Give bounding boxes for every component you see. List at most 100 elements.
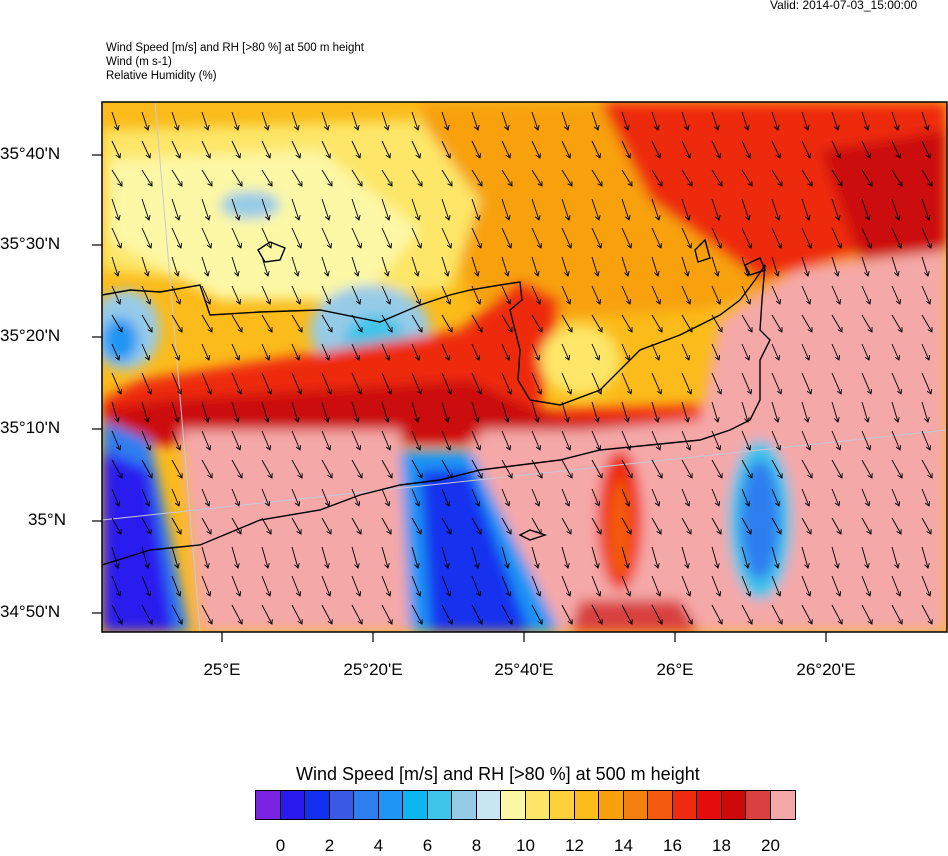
wind-arrow	[771, 256, 778, 276]
wind-arrow	[831, 575, 840, 596]
wind-arrow	[501, 459, 512, 478]
wind-arrow	[861, 575, 870, 596]
wind-arrow	[621, 401, 628, 422]
wind-arrow	[621, 227, 631, 248]
wind-arrow	[471, 372, 481, 394]
wind-arrow	[801, 604, 812, 624]
wind-arrow	[141, 198, 149, 220]
wind-arrow	[771, 546, 778, 568]
wind-arrow	[141, 343, 149, 360]
wind-arrow	[141, 517, 151, 534]
wind-arrow	[381, 198, 389, 220]
wind-arrow	[681, 169, 692, 186]
wind-arrow	[801, 169, 812, 186]
colorbar-swatch	[305, 791, 330, 819]
wind-arrow	[651, 140, 660, 158]
wind-arrow	[771, 343, 779, 360]
wind-arrow	[891, 401, 898, 422]
wind-arrow	[231, 459, 242, 478]
wind-arrow	[291, 343, 299, 360]
wind-arrow	[441, 198, 449, 220]
wind-arrow	[291, 198, 299, 220]
wind-arrow	[801, 140, 810, 158]
colorbar-swatch	[574, 791, 599, 819]
wind-arrow	[861, 285, 870, 304]
wind-arrow	[201, 140, 210, 158]
wind-arrow	[441, 401, 448, 422]
wind-arrow	[141, 285, 150, 304]
colorbar-title: Wind Speed [m/s] and RH [>80 %] at 500 m…	[296, 764, 700, 784]
wind-arrow	[801, 285, 810, 304]
wind-arrow	[861, 343, 869, 360]
wind-arrow	[861, 546, 868, 568]
colorbar	[255, 790, 796, 820]
wind-arrow	[561, 575, 570, 596]
wind-arrow	[531, 169, 542, 186]
wind-arrow	[321, 314, 332, 332]
wind-arrow	[921, 517, 931, 534]
wind-arrow	[711, 401, 718, 422]
wind-arrow	[711, 140, 720, 158]
wind-arrow	[861, 227, 871, 248]
wind-arrow	[831, 430, 840, 450]
wind-arrow	[591, 488, 599, 506]
wind-arrow	[531, 111, 538, 130]
wind-arrow	[171, 430, 180, 450]
wind-arrow	[651, 169, 662, 186]
wind-arrow	[321, 401, 328, 422]
wind-arrow	[681, 488, 689, 506]
wind-arrow	[741, 401, 748, 422]
wind-arrow	[651, 459, 662, 478]
wind-arrow	[141, 169, 152, 186]
wind-arrow	[621, 198, 629, 220]
wind-arrow	[801, 198, 809, 220]
wind-arrow	[291, 488, 299, 506]
wind-arrow	[861, 517, 871, 534]
wind-arrow	[111, 256, 118, 276]
wind-arrow	[141, 401, 148, 422]
colorbar-tick-label: 20	[761, 836, 780, 855]
colorbar-tick-label: 10	[516, 836, 535, 855]
wind-arrow	[291, 372, 301, 394]
wind-arrow	[261, 256, 268, 276]
wind-arrow	[711, 198, 719, 220]
wind-arrow	[651, 285, 660, 304]
wind-arrow	[381, 488, 389, 506]
wind-arrow	[261, 343, 269, 360]
wind-arrow	[591, 285, 600, 304]
wind-arrow	[381, 256, 388, 276]
wind-arrow	[381, 459, 392, 478]
wind-arrow	[261, 546, 268, 568]
colorbar-swatch	[599, 791, 624, 819]
wind-arrow	[741, 227, 751, 248]
wind-arrow	[291, 140, 300, 158]
wind-arrow	[501, 285, 510, 304]
wind-arrow	[111, 169, 122, 186]
wind-arrow	[681, 285, 690, 304]
wind-arrow	[381, 604, 392, 624]
wind-arrow	[231, 198, 239, 220]
wind-arrow	[261, 488, 269, 506]
wind-arrow	[171, 198, 179, 220]
wind-arrow	[711, 430, 720, 450]
wind-arrow	[861, 256, 868, 276]
wind-arrow	[711, 169, 722, 186]
wind-arrow	[411, 227, 421, 248]
wind-arrow	[921, 140, 930, 158]
wind-arrow	[591, 575, 600, 596]
colorbar-tick-label: 6	[422, 836, 433, 855]
wind-arrow	[171, 401, 178, 422]
wind-arrow	[531, 459, 542, 478]
wind-arrow	[291, 459, 302, 478]
wind-arrow	[561, 169, 572, 186]
wind-arrow	[561, 372, 571, 394]
colorbar-tick-label: 16	[663, 836, 682, 855]
wind-arrow	[411, 604, 422, 624]
wind-arrow	[111, 227, 121, 248]
wind-arrow	[351, 372, 361, 394]
wind-arrow	[711, 517, 721, 534]
wind-arrow	[321, 343, 329, 360]
wind-arrow	[261, 372, 271, 394]
colorbar-swatch	[403, 791, 428, 819]
wind-arrow	[411, 401, 418, 422]
